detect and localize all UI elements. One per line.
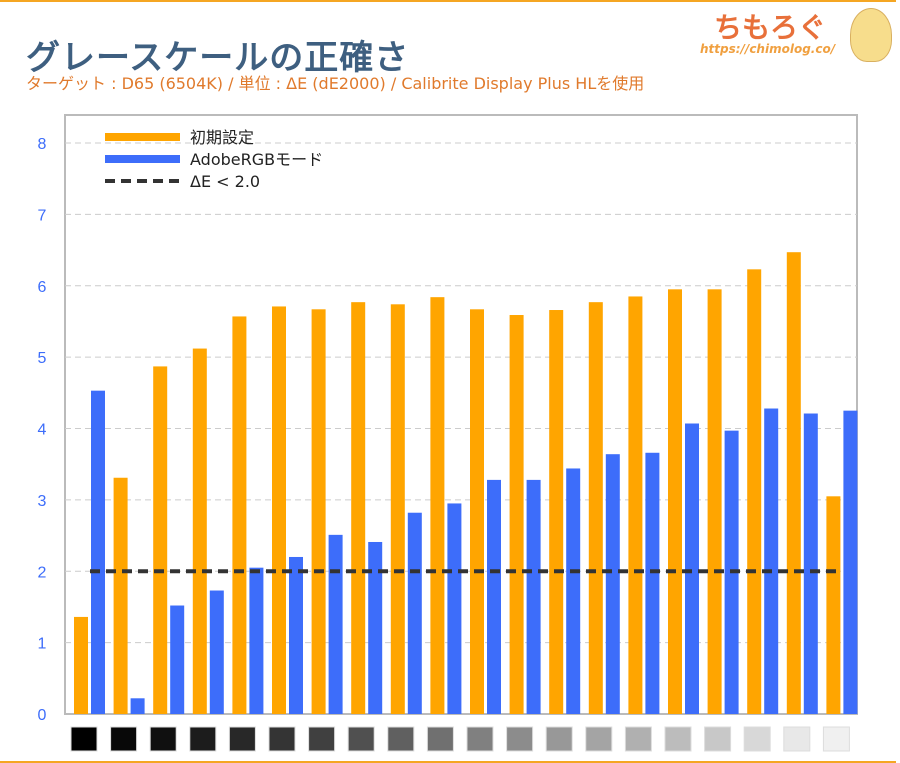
bar-default — [232, 316, 247, 714]
bar-adobergb — [645, 452, 660, 714]
bar-adobergb — [170, 605, 185, 714]
bar-adobergb — [249, 567, 264, 714]
bar-default — [153, 366, 168, 714]
y-tick-label: 8 — [38, 136, 47, 153]
bar-default — [549, 310, 564, 714]
bar-default — [113, 477, 128, 714]
gray-swatch — [308, 726, 336, 752]
gray-swatch — [822, 726, 850, 752]
bar-default — [351, 302, 366, 714]
bar-default — [430, 297, 445, 714]
bar-adobergb — [803, 413, 818, 714]
page-subtitle: ターゲット : D65 (6504K) / 単位 : ΔE (dE2000) /… — [26, 74, 645, 93]
bar-adobergb — [764, 408, 779, 714]
mascot-icon — [850, 8, 892, 62]
logo-text: ちもろぐ — [714, 11, 827, 44]
gray-swatch — [426, 726, 454, 752]
legend-label: ΔE < 2.0 — [190, 172, 260, 191]
bar-adobergb — [289, 556, 303, 714]
y-tick-label: 0 — [38, 707, 47, 724]
legend-label: AdobeRGBモード — [190, 150, 323, 169]
bar-adobergb — [209, 590, 224, 714]
bar-default — [272, 306, 286, 714]
bar-adobergb — [407, 512, 422, 714]
gray-swatch — [347, 726, 375, 752]
bar-adobergb — [130, 698, 145, 714]
bar-adobergb — [447, 503, 462, 714]
gray-swatch — [664, 726, 692, 752]
bar-default — [786, 252, 801, 715]
bar-adobergb — [605, 454, 620, 714]
y-tick-label: 1 — [38, 636, 47, 653]
y-tick-label: 6 — [38, 279, 47, 296]
y-tick-label: 5 — [38, 350, 47, 367]
gray-swatch — [149, 726, 177, 752]
gray-swatch — [506, 726, 534, 752]
logo-url: https://chimolog.co/ — [700, 42, 836, 56]
page-title: グレースケールの正確さ — [26, 38, 410, 78]
y-tick-label: 4 — [38, 422, 47, 439]
gray-swatch — [268, 726, 296, 752]
bar-adobergb — [328, 534, 343, 714]
gray-swatch — [70, 726, 98, 752]
bar-default — [588, 302, 603, 714]
y-tick-label: 2 — [38, 564, 47, 581]
bar-default — [74, 616, 88, 714]
bar-adobergb — [487, 479, 501, 714]
legend-label: 初期設定 — [190, 128, 254, 147]
bar-default — [470, 309, 484, 714]
gray-swatch — [189, 726, 217, 752]
bar-default — [311, 309, 326, 714]
bar-adobergb — [685, 423, 699, 714]
bar-default — [390, 304, 405, 714]
gray-swatch — [387, 726, 415, 752]
bar-default — [509, 315, 524, 714]
bar-adobergb — [843, 410, 858, 714]
gray-swatch — [585, 726, 613, 752]
bar-adobergb — [91, 390, 105, 714]
gray-swatch — [783, 726, 811, 752]
bar-default — [747, 269, 762, 714]
site-logo: ちもろぐ https://chimolog.co/ — [700, 4, 895, 64]
gray-swatch — [743, 726, 771, 752]
gray-swatch — [228, 726, 256, 752]
gray-swatch — [704, 726, 732, 752]
bar-default — [826, 496, 841, 714]
gray-swatch — [545, 726, 573, 752]
bar-adobergb — [526, 479, 541, 714]
bar-adobergb — [566, 468, 581, 714]
gray-swatch — [110, 726, 138, 752]
y-tick-label: 3 — [38, 493, 47, 510]
bar-default — [628, 296, 643, 714]
gray-swatch — [624, 726, 652, 752]
bar-default — [192, 348, 207, 714]
bar-adobergb — [368, 541, 383, 714]
bar-default — [707, 289, 722, 714]
gray-swatch — [466, 726, 494, 752]
y-tick-label: 7 — [38, 207, 47, 224]
bar-default — [668, 289, 682, 714]
